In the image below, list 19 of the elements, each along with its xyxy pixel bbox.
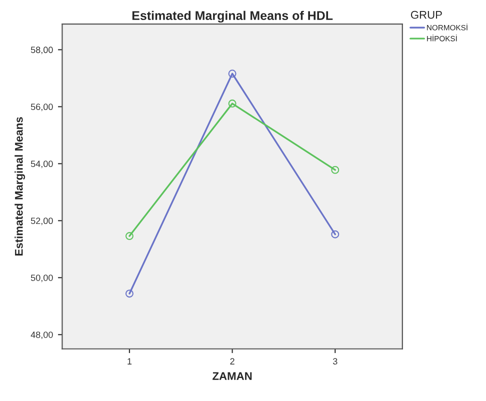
x-tick-label: 3 — [332, 358, 338, 365]
x-tick-label: 2 — [230, 358, 234, 364]
point — [125, 290, 134, 298]
x-tick-label: 1 — [128, 358, 132, 364]
y-tick-label: 56,00 — [30, 104, 53, 112]
point — [125, 232, 134, 240]
point — [331, 166, 340, 174]
chart-title: Estimated Marginal Means of HDL — [132, 10, 333, 23]
y-tick-label: 48,00 — [30, 332, 53, 340]
y-tick-label: 52,00 — [30, 218, 53, 226]
y-axis-title: Estimated Marginal Means — [14, 117, 26, 256]
point — [331, 230, 340, 238]
x-axis-title: ZAMAN — [212, 372, 252, 380]
point — [228, 100, 236, 108]
y-tick-label: 54,00 — [30, 160, 53, 168]
y-tick-label: 50,00 — [30, 274, 53, 282]
y-tick-label: 58,00 — [30, 46, 53, 54]
point — [228, 70, 236, 78]
legend-title: GRUP — [410, 10, 442, 19]
